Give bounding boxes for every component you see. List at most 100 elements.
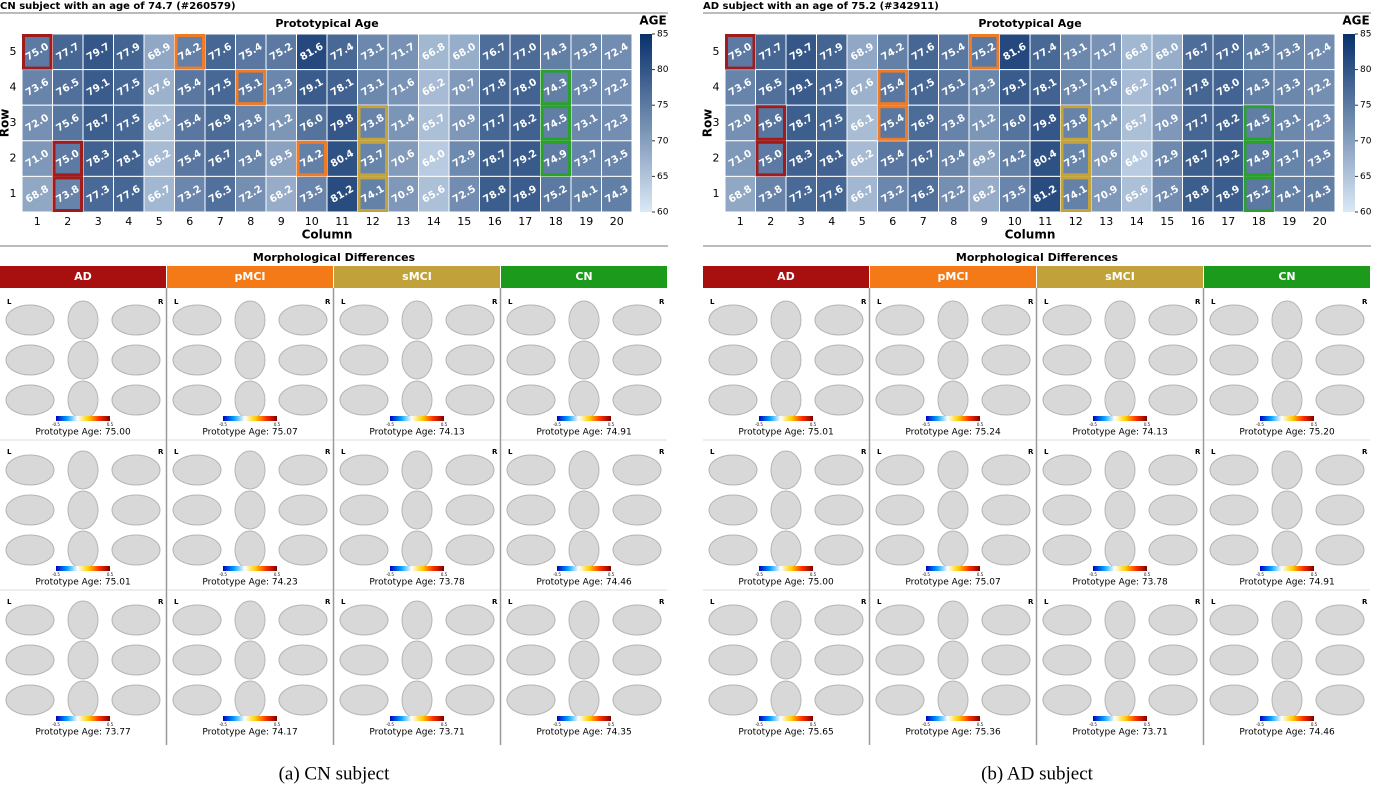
brain-view xyxy=(506,644,556,676)
group-header xyxy=(167,266,333,288)
heatmap-cell xyxy=(877,140,909,177)
heatmap-cell xyxy=(1243,33,1275,71)
heatmap-cell xyxy=(296,69,328,106)
x-tick-label: 5 xyxy=(859,215,866,228)
scale-label: -0.5 xyxy=(922,722,930,727)
hemisphere-label: R xyxy=(659,448,665,456)
highlight-box xyxy=(1243,176,1274,212)
prototype-age: Prototype Age: 74.91 xyxy=(536,428,631,438)
brain-view xyxy=(278,534,328,566)
x-tick-label: 17 xyxy=(518,215,532,228)
x-tick-label: 19 xyxy=(1282,215,1296,228)
brain-view xyxy=(339,684,389,716)
heatmap-cell xyxy=(1212,175,1244,213)
heatmap-cell xyxy=(1121,175,1153,213)
heatmap-cell xyxy=(265,33,297,71)
colorbar-tick-label: 80 xyxy=(657,65,669,75)
scale-label: 0.5 xyxy=(107,722,114,727)
hemisphere-label: L xyxy=(710,298,715,306)
heatmap-cell xyxy=(143,175,175,213)
highlight-box xyxy=(540,105,571,141)
brain-view xyxy=(612,534,662,566)
brain-view xyxy=(1271,450,1303,490)
heatmap-cell xyxy=(357,175,389,213)
group-header xyxy=(0,266,166,288)
brain-view xyxy=(234,680,266,720)
prototype-age: Prototype Age: 73.78 xyxy=(369,578,465,588)
scale-label: 0.5 xyxy=(1311,722,1318,727)
highlight-box xyxy=(1060,105,1091,141)
hemisphere-label: R xyxy=(861,598,867,606)
x-tick-label: 2 xyxy=(767,215,774,228)
brain-view xyxy=(401,490,433,530)
heatmap-cell xyxy=(1273,69,1305,106)
prototype-age: Prototype Age: 74.13 xyxy=(1072,428,1167,438)
brain-view xyxy=(339,384,389,416)
brain-view xyxy=(234,530,266,570)
highlight-box xyxy=(969,34,1000,70)
brain-view xyxy=(5,684,55,716)
brain-view xyxy=(172,604,222,636)
x-tick-label: 10 xyxy=(305,215,319,228)
heatmap-cell xyxy=(21,104,53,142)
prototype-age: Prototype Age: 75.07 xyxy=(202,428,297,438)
hemisphere-label: R xyxy=(1195,298,1201,306)
y-tick-label: 2 xyxy=(10,152,17,165)
brain-view xyxy=(401,450,433,490)
brain-view xyxy=(875,344,925,376)
heatmap-cell xyxy=(448,33,480,71)
brain-view xyxy=(1209,684,1259,716)
colorbar-tick-label: 70 xyxy=(657,136,669,146)
prototype-age: Prototype Age: 75.01 xyxy=(738,428,833,438)
hemisphere-label: R xyxy=(1362,598,1368,606)
brain-view xyxy=(339,604,389,636)
brain-view xyxy=(401,380,433,420)
highlight-box xyxy=(755,105,786,141)
heatmap-cell xyxy=(235,69,267,106)
brain-colorbar xyxy=(1260,416,1314,421)
brain-view xyxy=(937,680,969,720)
brain-view xyxy=(111,454,161,486)
heatmap-cell xyxy=(82,104,114,142)
caption: (b) AD subject xyxy=(981,763,1094,784)
prototype-age: Prototype Age: 73.77 xyxy=(35,728,130,738)
brain-view xyxy=(981,604,1031,636)
group-header xyxy=(1037,266,1203,288)
brain-view xyxy=(67,450,99,490)
heatmap-title: Prototypical Age xyxy=(978,17,1081,30)
brain-view xyxy=(937,490,969,530)
brain-view xyxy=(981,384,1031,416)
heatmap-cell xyxy=(113,140,145,177)
brain-view xyxy=(506,684,556,716)
heatmap-cell xyxy=(448,104,480,142)
heatmap-cell xyxy=(235,175,267,213)
brain-view xyxy=(1104,530,1136,570)
y-tick-label: 4 xyxy=(10,80,17,93)
scale-label: 0.5 xyxy=(1311,572,1318,577)
brain-colorbar xyxy=(1260,566,1314,571)
heatmap-cell xyxy=(113,104,145,142)
group-name: CN xyxy=(1278,270,1295,283)
brain-view xyxy=(1271,490,1303,530)
prototype-age: Prototype Age: 75.00 xyxy=(738,578,834,588)
brain-view xyxy=(67,680,99,720)
x-tick-label: 7 xyxy=(920,215,927,228)
heatmap-cell xyxy=(418,140,450,177)
y-tick-label: 3 xyxy=(10,116,17,129)
hemisphere-label: L xyxy=(174,598,179,606)
hemisphere-label: L xyxy=(341,598,346,606)
heatmap-cell xyxy=(418,33,450,71)
heatmap-cell xyxy=(1151,140,1183,177)
brain-view xyxy=(1315,644,1365,676)
brain-view xyxy=(506,534,556,566)
brain-view xyxy=(278,454,328,486)
heatmap-cell xyxy=(174,175,206,213)
heatmap-cell xyxy=(1121,140,1153,177)
brain-view xyxy=(1209,344,1259,376)
x-tick-label: 20 xyxy=(610,215,624,228)
brain-view xyxy=(172,454,222,486)
x-tick-label: 3 xyxy=(798,215,805,228)
brain-view xyxy=(1209,494,1259,526)
hemisphere-label: R xyxy=(861,448,867,456)
brain-view xyxy=(5,604,55,636)
